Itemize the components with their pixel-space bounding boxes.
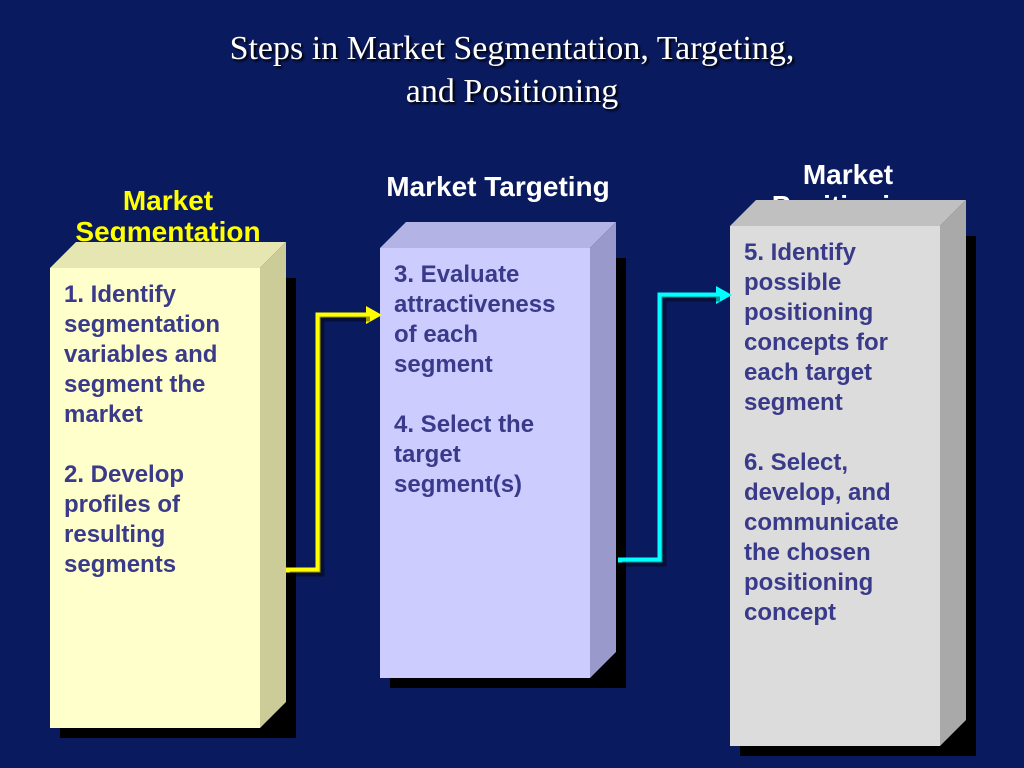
title-line-2: and Positioning [406,73,619,110]
box-front-2: 3. Evaluate attractiveness of each segme… [380,248,590,678]
slide-title: Steps in Market Segmentation, Targeting,… [0,28,1024,113]
arrow-cyan [600,280,740,570]
box-front-1: 1. Identify segmentation variables and s… [50,268,260,728]
step-6-text: 6. Select, develop, and communicate the … [744,448,926,628]
box-front-3: 5. Identify possible positioning concept… [730,226,940,746]
box-side-3 [940,200,966,746]
title-line-1: Steps in Market Segmentation, Targeting, [230,30,795,67]
box-top-3 [730,200,966,226]
column-header-segmentation: Market Segmentation [50,186,286,248]
column-header-targeting: Market Targeting [380,172,616,203]
box-top-1 [50,242,286,268]
step-5-text: 5. Identify possible positioning concept… [744,238,926,418]
step-4-text: 4. Select the target segment(s) [394,410,576,500]
arrow-yellow [268,300,388,580]
step-2-text: 2. Develop profiles of resulting segment… [64,460,246,580]
box-top-2 [380,222,616,248]
step-3-text: 3. Evaluate attractiveness of each segme… [394,260,576,380]
step-1-text: 1. Identify segmentation variables and s… [64,280,246,430]
